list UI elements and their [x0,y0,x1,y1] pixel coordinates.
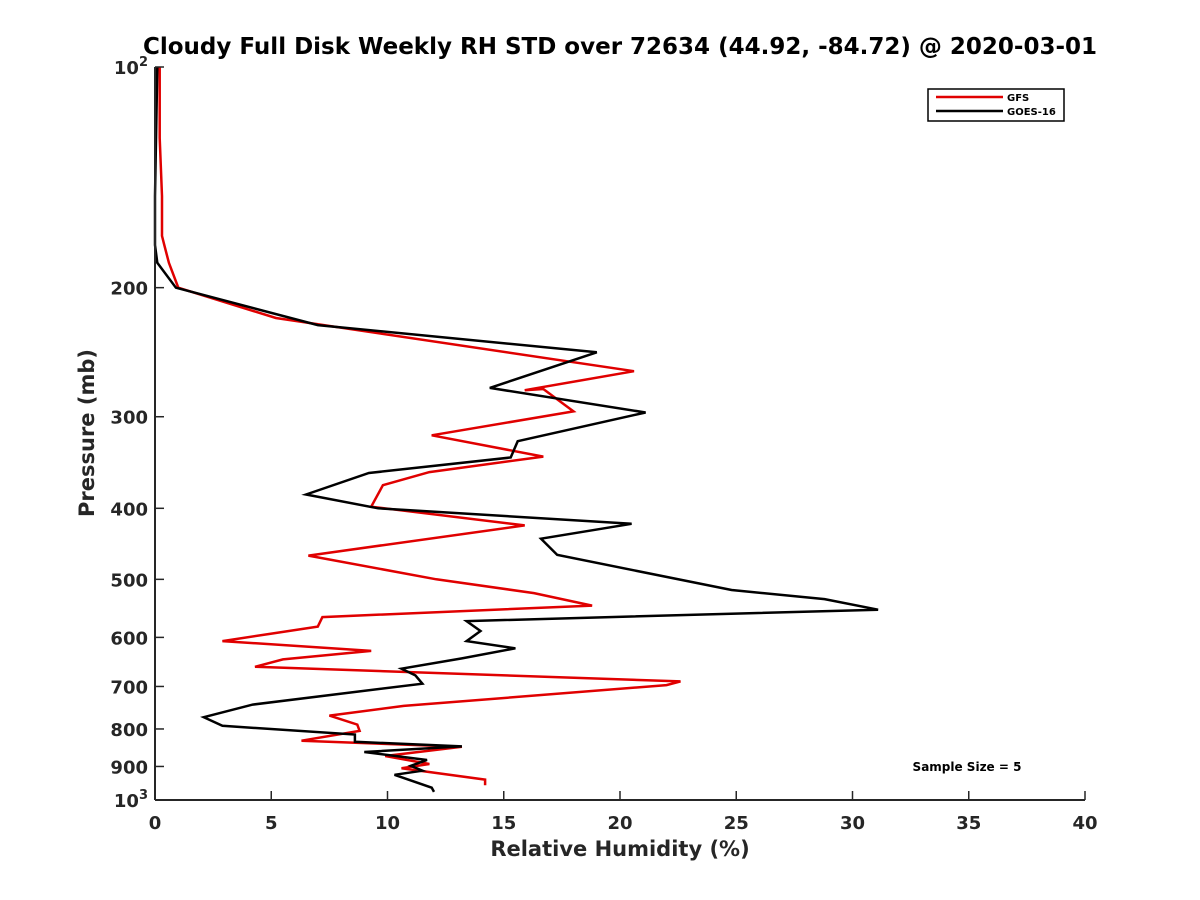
y-tick-label: 800 [110,720,148,741]
x-tick-label: 25 [724,813,749,834]
y-tick-label: 500 [110,570,148,591]
y-axis-label: Pressure (mb) [75,349,99,517]
y-tick-label: 200 [110,279,148,300]
x-tick-label: 30 [840,813,865,834]
sample-size-annotation: Sample Size = 5 [913,760,1022,774]
x-tick-label: 15 [491,813,516,834]
y-tick-label: 103 [114,788,148,812]
plot-background [155,67,1085,800]
y-axis-ticks: 102 200 300 400 500 600 700 800 900 103 [110,55,164,812]
y-tick-label: 900 [110,757,148,778]
y-tick-label: 600 [110,628,148,649]
y-tick-label: 700 [110,677,148,698]
x-tick-label: 35 [956,813,981,834]
legend-label-gfs: GFS [1007,93,1029,104]
x-tick-label: 40 [1072,813,1097,834]
x-tick-label: 5 [265,813,278,834]
x-axis-ticks: 0 5 10 15 20 25 30 35 40 [149,791,1098,834]
x-tick-label: 10 [375,813,400,834]
y-tick-label: 102 [114,55,148,79]
series-line-goes-16 [153,66,879,793]
y-tick-label: 400 [110,499,148,520]
x-axis-label: Relative Humidity (%) [490,837,749,861]
legend: GFS GOES-16 [927,88,1065,122]
legend-box [927,88,1065,122]
y-tick-label: 300 [110,408,148,429]
chart-title: Cloudy Full Disk Weekly RH STD over 7263… [143,34,1097,60]
x-tick-label: 20 [607,813,632,834]
plot-area [153,66,1085,801]
series-layer [153,66,879,793]
legend-label-goes-16: GOES-16 [1007,107,1056,118]
x-tick-label: 0 [149,813,162,834]
